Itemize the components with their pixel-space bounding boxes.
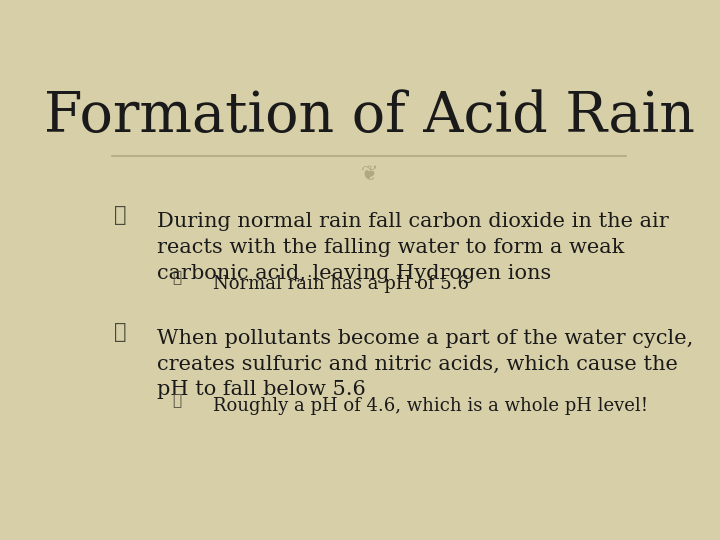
Text: ❧: ❧	[114, 322, 127, 342]
Text: ❧: ❧	[172, 272, 181, 286]
Text: ❧: ❧	[114, 206, 127, 225]
Text: ❦: ❦	[360, 164, 378, 184]
Text: ❧: ❧	[172, 394, 181, 408]
Text: When pollutants become a part of the water cycle,
creates sulfuric and nitric ac: When pollutants become a part of the wat…	[157, 329, 693, 400]
Text: Roughly a pH of 4.6, which is a whole pH level!: Roughly a pH of 4.6, which is a whole pH…	[213, 397, 648, 415]
Text: Formation of Acid Rain: Formation of Acid Rain	[44, 90, 694, 144]
Text: Normal rain has a pH of 5.6: Normal rain has a pH of 5.6	[213, 275, 469, 293]
Text: During normal rain fall carbon dioxide in the air
reacts with the falling water : During normal rain fall carbon dioxide i…	[157, 212, 669, 283]
